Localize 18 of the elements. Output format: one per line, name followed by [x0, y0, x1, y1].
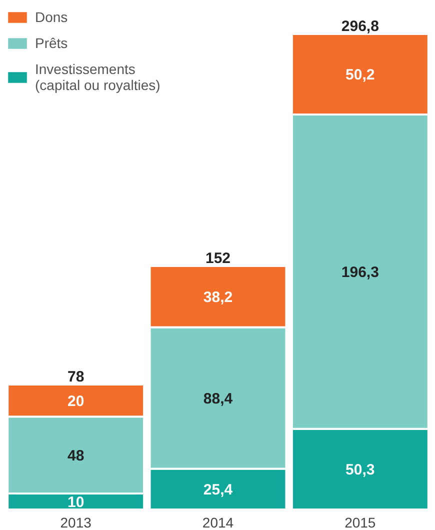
x-tick-label: 2014	[202, 514, 234, 530]
total-label: 78	[68, 368, 84, 386]
total-label: 296,8	[341, 18, 379, 36]
legend-label: Investissements (capital ou royalties)	[35, 61, 160, 93]
data-label: 50,3	[346, 462, 375, 479]
data-label: 48	[68, 448, 84, 465]
data-label: 38,2	[203, 289, 233, 306]
data-label: 25,4	[203, 482, 234, 499]
data-label: 20	[68, 393, 84, 410]
x-tick-label: 2013	[60, 514, 92, 530]
legend-label: Prêts	[35, 35, 68, 51]
data-label: 50,2	[346, 66, 375, 84]
x-tick-label: 2015	[344, 514, 376, 530]
data-label: 10	[68, 494, 84, 511]
total-label: 152	[205, 250, 231, 267]
data-label: 88,4	[203, 390, 234, 408]
data-label: 196,3	[341, 264, 379, 282]
legend-label: Dons	[35, 9, 68, 25]
